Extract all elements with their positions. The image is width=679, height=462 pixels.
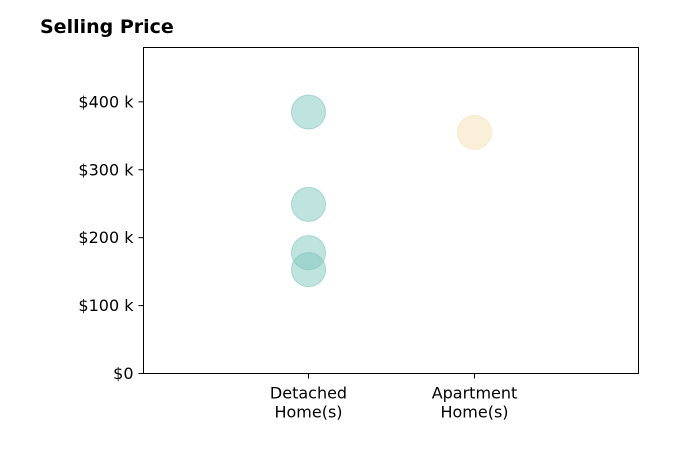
- data-points: [291, 94, 492, 288]
- y-tick-label: $200 k: [78, 228, 134, 247]
- x-axis: Detached Home(s) Apartment Home(s): [270, 373, 518, 422]
- y-axis: $0 $100 k $200 k $300 k $400 k: [78, 92, 144, 383]
- y-tick-label: $400 k: [78, 92, 134, 111]
- y-tick-label: $300 k: [78, 160, 134, 179]
- chart-title: Selling Price: [40, 16, 174, 38]
- data-point: [291, 186, 326, 222]
- x-tick-label: Apartment Home(s): [432, 384, 518, 422]
- y-tick-label: $0: [113, 364, 133, 383]
- y-tick-label: $100 k: [78, 296, 134, 315]
- x-tick-label: Detached Home(s): [270, 384, 347, 422]
- data-point: [291, 252, 326, 288]
- data-point: [457, 114, 492, 150]
- data-point: [291, 94, 326, 130]
- plot-frame: [143, 47, 639, 374]
